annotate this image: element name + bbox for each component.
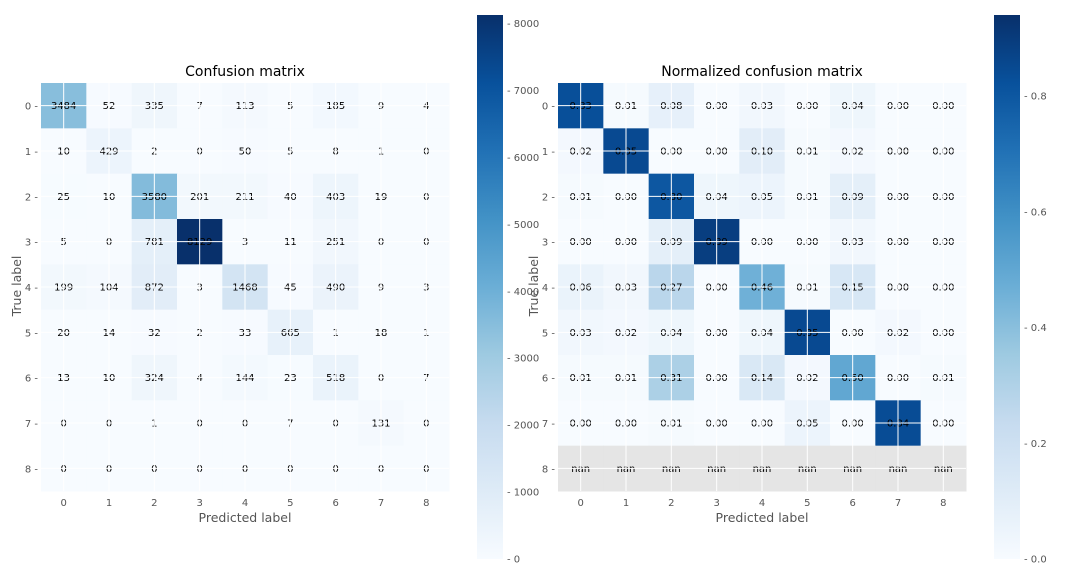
x-tick-labels: 0 1 2 3 4 5 6 7 8: [577, 498, 946, 509]
colorbar-gradient: [477, 15, 503, 559]
x-tick-label: 3: [196, 498, 202, 509]
x-tick-label: 0: [60, 498, 66, 509]
y-tick-label: 0 -: [542, 102, 556, 113]
colorbar-tick-label: - 0.2: [1024, 439, 1047, 450]
x-tick-label: 8: [940, 498, 946, 509]
colorbar-tick-label: - 6000: [507, 153, 539, 164]
colorbar-ticks: - 0.0 - 0.2 - 0.4 - 0.6 - 0.8: [1024, 92, 1047, 566]
x-tick-label: 1: [623, 498, 629, 509]
y-tick-label: 3 -: [542, 238, 556, 249]
x-tick-label: 4: [759, 498, 765, 509]
x-tick-labels: 0 1 2 3 4 5 6 7 8: [60, 498, 429, 509]
heatmap-gridlines: [41, 83, 449, 491]
y-tick-label: 8 -: [25, 464, 39, 475]
x-axis-label: Predicted label: [199, 510, 292, 525]
x-tick-label: 2: [668, 498, 674, 509]
chart-title: Confusion matrix: [185, 64, 305, 80]
confusion-matrix-chart: Confusion matrix 34845233571135185941042…: [9, 64, 450, 525]
x-tick-label: 7: [895, 498, 901, 509]
normalized-confusion-matrix-chart: Normalized confusion matrix 0.83 0.01 0.08…: [526, 64, 967, 525]
y-tick-label: 2 -: [542, 192, 556, 203]
x-tick-label: 3: [713, 498, 719, 509]
y-tick-label: 8 -: [542, 464, 556, 475]
colorbar-tick-label: - 0.8: [1024, 92, 1047, 103]
x-tick-label: 6: [849, 498, 855, 509]
colorbar-gradient: [994, 15, 1020, 559]
colorbar-tick-label: - 0.0: [1024, 555, 1047, 566]
y-tick-label: 5 -: [542, 328, 556, 339]
x-tick-label: 5: [804, 498, 810, 509]
x-axis-label: Predicted label: [716, 510, 809, 525]
confusion-matrix-colorbar: - 0 - 1000 - 2000 - 3000 - 4000 - 5000 - 6000 -…: [477, 15, 539, 566]
x-tick-label: 8: [423, 498, 429, 509]
y-axis-label: True label: [9, 256, 24, 318]
colorbar-tick-label: - 0.6: [1024, 207, 1047, 218]
x-tick-label: 7: [378, 498, 384, 509]
heatmap-gridlines: [558, 83, 966, 491]
y-tick-label: 7 -: [25, 419, 39, 430]
colorbar-tick-label: - 3000: [507, 354, 539, 365]
colorbar-tick-label: - 5000: [507, 220, 539, 231]
normalized-confusion-matrix-colorbar: - 0.0 - 0.2 - 0.4 - 0.6 - 0.8: [994, 15, 1047, 566]
y-tick-label: 6 -: [542, 374, 556, 385]
y-tick-label: 6 -: [25, 374, 39, 385]
y-tick-label: 4 -: [542, 283, 556, 294]
x-tick-label: 1: [106, 498, 112, 509]
colorbar-tick-label: - 8000: [507, 19, 539, 30]
colorbar-tick-label: - 2000: [507, 421, 539, 432]
y-tick-label: 5 -: [25, 328, 39, 339]
chart-title: Normalized confusion matrix: [661, 64, 863, 80]
y-tick-label: 4 -: [25, 283, 39, 294]
colorbar-tick-label: - 0: [507, 555, 520, 566]
x-tick-label: 5: [287, 498, 293, 509]
x-tick-label: 2: [151, 498, 157, 509]
x-tick-label: 6: [332, 498, 338, 509]
colorbar-tick-label: - 1000: [507, 488, 539, 499]
y-tick-label: 1 -: [25, 147, 39, 158]
y-tick-labels: 0 - 1 - 2 - 3 - 4 - 5 - 6 - 7 - 8 -: [25, 102, 39, 476]
x-tick-label: 4: [242, 498, 248, 509]
y-tick-label: 7 -: [542, 419, 556, 430]
colorbar-tick-label: - 0.4: [1024, 323, 1047, 334]
x-tick-label: 0: [577, 498, 583, 509]
y-tick-label: 0 -: [25, 102, 39, 113]
colorbar-ticks: - 0 - 1000 - 2000 - 3000 - 4000 - 5000 - 6000 -…: [507, 19, 539, 565]
y-tick-label: 2 -: [25, 192, 39, 203]
colorbar-tick-label: - 7000: [507, 86, 539, 97]
y-tick-label: 3 -: [25, 238, 39, 249]
y-tick-labels: 0 - 1 - 2 - 3 - 4 - 5 - 6 - 7 - 8 -: [542, 102, 556, 476]
y-tick-label: 1 -: [542, 147, 556, 158]
y-axis-label: True label: [526, 256, 541, 318]
colorbar-tick-label: - 4000: [507, 287, 539, 298]
